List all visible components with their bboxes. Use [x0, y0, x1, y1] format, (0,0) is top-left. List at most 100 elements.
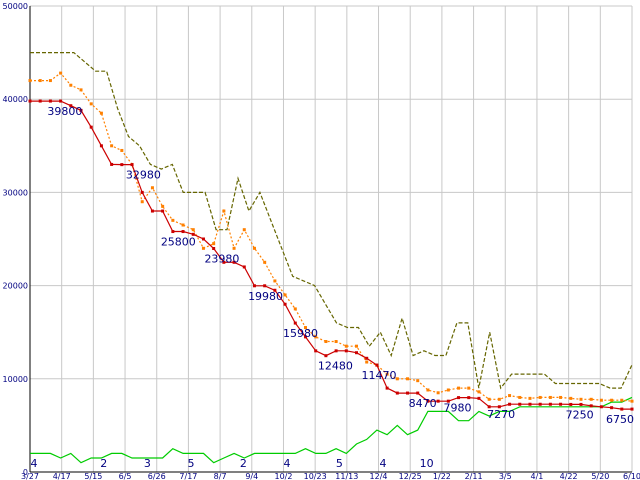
data-point-series-2: [436, 391, 440, 395]
data-point-series-2: [457, 386, 461, 390]
data-point-series-1: [252, 284, 256, 288]
data-point-series-2: [599, 398, 603, 402]
data-point-series-1: [508, 402, 512, 406]
value-label: 7980: [444, 402, 472, 415]
data-point-series-2: [385, 372, 389, 376]
data-point-series-1: [589, 404, 593, 408]
y-tick-label: 50000: [3, 2, 28, 11]
x-tick-label: 4/1: [531, 472, 544, 480]
value-label: 7270: [487, 408, 515, 421]
series-lines: [28, 51, 634, 464]
x-tick-label: 6/10: [623, 472, 640, 480]
x-tick-label: 7/17: [179, 472, 197, 480]
value-label: 12480: [318, 360, 353, 373]
data-point-series-2: [446, 388, 450, 392]
data-point-series-2: [232, 246, 236, 250]
x-tick-label: 4/22: [560, 472, 578, 480]
data-point-series-2: [273, 279, 277, 283]
value-label: 6750: [606, 413, 634, 426]
data-point-series-2: [99, 111, 103, 115]
data-point-series-2: [150, 186, 154, 190]
data-point-series-1: [314, 349, 318, 353]
data-point-series-2: [610, 398, 614, 402]
x-tick-label: 11/13: [335, 472, 358, 480]
value-label: 8470: [409, 397, 437, 410]
data-point-series-2: [620, 398, 624, 402]
data-point-series-2: [59, 71, 63, 75]
data-point-series-1: [161, 209, 165, 213]
data-point-series-2: [365, 360, 369, 364]
count-label: 2: [240, 457, 247, 470]
data-point-series-2: [120, 148, 124, 152]
x-tick-label: 8/7: [214, 472, 227, 480]
y-tick-label: 20000: [3, 282, 28, 291]
data-point-series-2: [69, 83, 73, 87]
x-axis-ticks: 3/27 4/17 5/15 6/5 6/26 7/17 8/7 9/4 10/2 10/23 11…: [21, 472, 640, 480]
x-tick-label: 1/22: [433, 472, 451, 480]
data-point-series-1: [426, 399, 430, 403]
data-point-series-2: [487, 397, 491, 401]
data-point-series-2: [344, 344, 348, 348]
data-point-series-2: [242, 228, 246, 232]
x-tick-label: 6/26: [148, 472, 166, 480]
data-point-series-1: [569, 402, 573, 406]
data-point-series-2: [212, 242, 216, 246]
data-point-series-1: [497, 405, 501, 409]
series-line-4: [30, 396, 633, 464]
x-tick-label: 10/23: [304, 472, 327, 480]
data-point-series-2: [324, 340, 328, 344]
data-point-series-2: [467, 386, 471, 390]
data-point-series-1: [355, 351, 359, 355]
value-label: 39800: [47, 105, 82, 118]
data-point-series-1: [110, 162, 114, 166]
data-point-series-2: [191, 228, 195, 232]
x-tick-label: 3/27: [21, 472, 39, 480]
data-point-series-1: [630, 407, 634, 411]
value-label: 7250: [566, 408, 594, 421]
series-line-1: [30, 100, 632, 410]
data-point-series-1: [559, 402, 563, 406]
data-point-series-1: [446, 399, 450, 403]
data-point-series-2: [589, 397, 593, 401]
count-label: 5: [336, 457, 343, 470]
data-point-series-2: [508, 394, 512, 398]
data-point-series-1: [232, 260, 236, 264]
data-point-series-1: [130, 163, 134, 167]
data-point-series-1: [89, 125, 93, 129]
y-tick-label: 10000: [3, 375, 28, 384]
data-point-series-1: [395, 391, 399, 395]
value-label: 15980: [283, 327, 318, 340]
data-point-series-1: [191, 232, 195, 236]
data-point-series-2: [355, 344, 359, 348]
data-point-series-2: [497, 397, 501, 401]
data-point-series-1: [201, 237, 205, 241]
data-point-series-2: [38, 79, 42, 83]
data-point-series-1: [59, 99, 63, 103]
data-point-series-1: [528, 402, 532, 406]
data-point-series-2: [426, 388, 430, 392]
data-point-series-2: [395, 377, 399, 381]
data-point-series-1: [416, 391, 420, 395]
data-point-series-2: [140, 200, 144, 204]
data-point-series-2: [303, 326, 307, 330]
data-point-series-2: [630, 399, 634, 403]
data-point-series-1: [150, 209, 154, 213]
data-point-series-2: [283, 293, 287, 297]
data-point-series-2: [171, 218, 175, 222]
data-point-series-2: [252, 246, 256, 250]
count-label: 5: [188, 457, 195, 470]
data-point-series-2: [28, 79, 32, 83]
data-point-series-1: [538, 402, 542, 406]
count-label: 4: [284, 457, 291, 470]
data-point-series-2: [406, 377, 410, 381]
data-point-series-1: [548, 402, 552, 406]
x-tick-label: 6/5: [119, 472, 132, 480]
value-label: 11470: [361, 369, 396, 382]
data-point-series-1: [620, 407, 624, 411]
data-point-series-2: [48, 79, 52, 83]
data-point-series-2: [538, 395, 542, 399]
data-point-series-1: [222, 260, 226, 264]
data-point-series-1: [171, 230, 175, 234]
